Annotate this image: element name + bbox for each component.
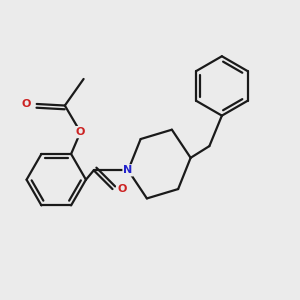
Text: N: N	[124, 165, 133, 175]
Text: O: O	[21, 99, 31, 109]
Text: O: O	[117, 184, 127, 194]
Text: O: O	[76, 127, 85, 137]
